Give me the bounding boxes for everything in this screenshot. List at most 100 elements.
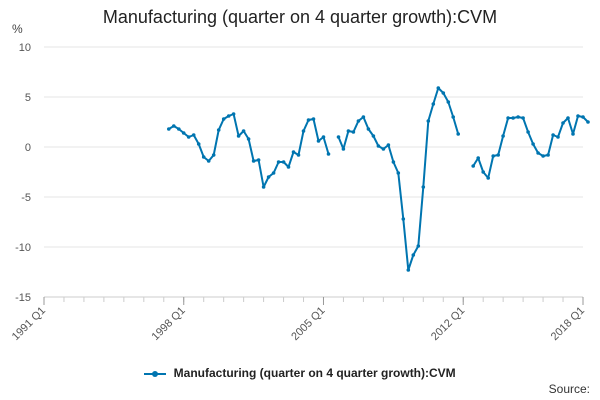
data-point	[281, 160, 286, 164]
data-point	[306, 118, 311, 122]
data-point	[226, 114, 231, 118]
data-point	[436, 86, 441, 90]
data-point	[206, 159, 211, 163]
data-point	[476, 156, 481, 160]
data-point	[316, 139, 321, 143]
data-point	[511, 116, 515, 120]
data-point	[341, 147, 346, 151]
data-point	[376, 144, 381, 148]
data-point	[581, 115, 585, 119]
data-point	[551, 133, 555, 137]
data-point	[261, 185, 266, 189]
data-point	[561, 121, 565, 125]
data-point	[236, 134, 241, 138]
data-point	[301, 129, 306, 133]
data-point	[356, 119, 361, 123]
data-point	[251, 159, 256, 163]
data-point	[266, 175, 271, 179]
legend-label: Manufacturing (quarter on 4 quarter grow…	[173, 366, 456, 380]
data-point	[181, 131, 186, 135]
gridlines	[44, 46, 583, 298]
data-point	[216, 128, 221, 132]
data-point	[501, 134, 505, 138]
data-point	[172, 124, 176, 128]
data-point	[256, 158, 261, 162]
data-point	[426, 119, 431, 123]
data-point	[351, 130, 356, 134]
y-axis-ticks: 10 5 0 -5 -10 -15	[15, 42, 31, 304]
x-tick-label: 1991 Q1	[10, 305, 48, 343]
data-point	[541, 154, 545, 158]
data-point	[286, 165, 291, 169]
y-tick-label: -5	[21, 192, 31, 204]
data-point	[506, 116, 510, 120]
data-point	[366, 127, 371, 131]
y-tick-label: -10	[15, 242, 31, 254]
data-point	[311, 117, 316, 121]
data-point	[386, 143, 391, 147]
data-point	[521, 116, 525, 120]
data-point	[167, 127, 171, 131]
data-point	[231, 112, 236, 116]
x-axis: 1991 Q1 1998 Q1 2005 Q1 2012 Q1 2018 Q1	[10, 297, 587, 343]
data-point	[416, 244, 421, 248]
data-point	[241, 129, 246, 133]
data-point	[471, 164, 476, 168]
y-tick-label: 5	[25, 92, 31, 104]
data-point	[336, 135, 341, 139]
data-point	[526, 130, 530, 134]
data-point	[211, 153, 216, 157]
y-tick-label: 10	[19, 42, 31, 54]
data-point	[586, 120, 590, 124]
data-point	[321, 135, 326, 139]
source-label: Source:	[548, 382, 590, 396]
data-point	[191, 133, 196, 137]
y-tick-label: -15	[15, 292, 31, 304]
data-point	[531, 142, 535, 146]
data-point	[196, 142, 201, 146]
data-point	[276, 160, 281, 164]
y-axis-unit: %	[12, 22, 23, 36]
data-point	[346, 129, 351, 133]
y-tick-label: 0	[25, 142, 31, 154]
data-point	[556, 135, 560, 139]
data-point	[201, 155, 206, 159]
data-point	[431, 102, 436, 106]
data-point	[391, 160, 396, 164]
series-line	[472, 115, 589, 179]
data-point	[246, 137, 251, 141]
chart-title: Manufacturing (quarter on 4 quarter grow…	[102, 7, 498, 27]
data-point	[291, 150, 296, 154]
data-point	[221, 117, 226, 121]
data-point	[456, 132, 461, 136]
data-point	[496, 153, 501, 157]
data-point	[271, 171, 276, 175]
data-point	[401, 217, 406, 221]
legend[interactable]: Manufacturing (quarter on 4 quarter grow…	[0, 366, 600, 380]
x-tick-label: 2005 Q1	[289, 305, 327, 343]
data-point	[451, 115, 456, 119]
data-point	[486, 176, 491, 180]
data-point	[381, 147, 386, 151]
data-point	[546, 153, 550, 157]
legend-line-marker-icon	[144, 369, 167, 379]
data-point	[326, 152, 331, 156]
data-point	[177, 127, 181, 131]
series-line	[168, 113, 330, 188]
data-point	[446, 100, 451, 104]
data-point	[371, 134, 376, 138]
data-point	[576, 114, 580, 118]
data-point	[296, 153, 301, 157]
x-tick-label: 2018 Q1	[549, 305, 587, 343]
x-tick-label: 1998 Q1	[150, 305, 188, 343]
data-point	[566, 116, 570, 120]
series-group	[167, 86, 590, 272]
data-point	[186, 135, 191, 139]
series-line	[337, 87, 460, 271]
data-point	[396, 171, 401, 175]
data-point	[421, 185, 426, 189]
data-point	[481, 170, 486, 174]
data-point	[441, 91, 446, 95]
data-point	[406, 268, 411, 272]
